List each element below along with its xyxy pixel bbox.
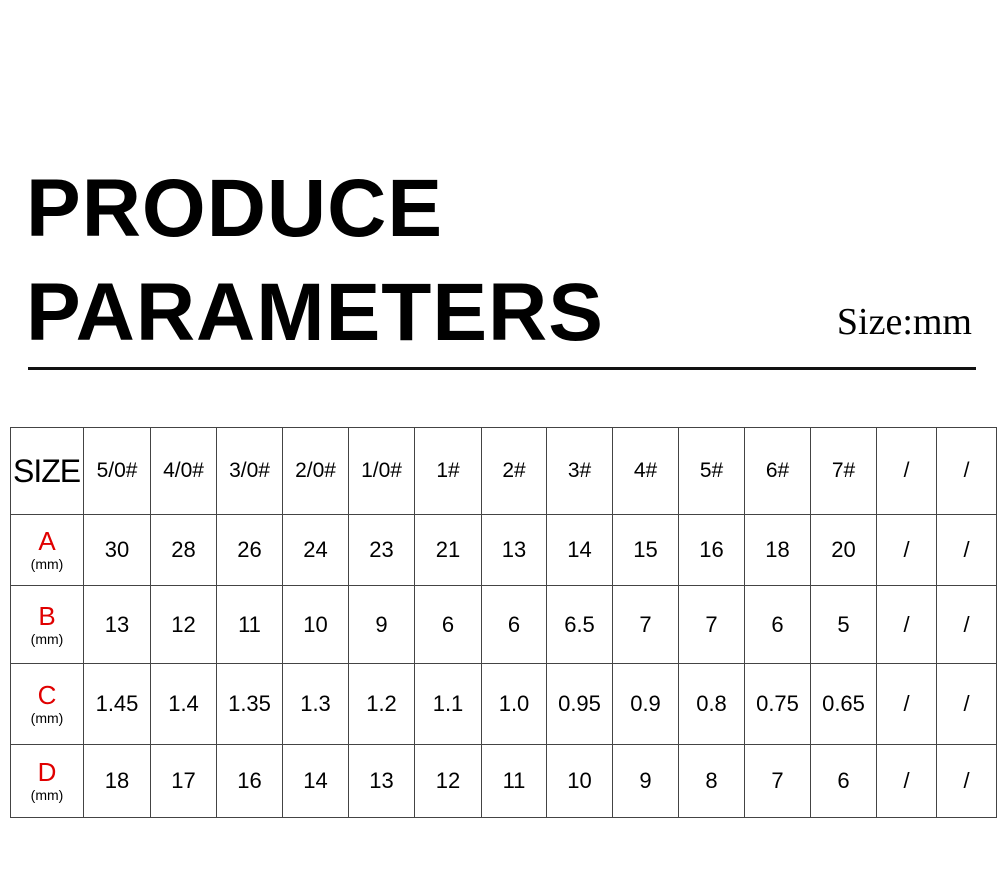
value-cell: 14 [546, 514, 613, 586]
title-line-2: PARAMETERS [26, 267, 604, 358]
row-unit: (mm) [30, 787, 64, 803]
value-cell: / [876, 663, 937, 745]
value-cell: 1.45 [83, 663, 151, 745]
value-cell: 18 [83, 744, 151, 818]
value-cell: 6.5 [546, 585, 613, 664]
value-cell: 10 [282, 585, 349, 664]
size-cell: 1/0# [348, 427, 415, 515]
size-cell: 1# [414, 427, 482, 515]
value-cell: / [936, 514, 997, 586]
value-cell: 6 [481, 585, 547, 664]
value-cell: 13 [83, 585, 151, 664]
value-cell: 1.0 [481, 663, 547, 745]
value-cell: 13 [481, 514, 547, 586]
size-cell: 4/0# [150, 427, 217, 515]
value-cell: / [936, 744, 997, 818]
row-unit: (mm) [30, 630, 64, 647]
value-cell: 1.1 [414, 663, 482, 745]
value-cell: 0.8 [678, 663, 745, 745]
value-cell: 0.9 [612, 663, 679, 745]
row-label-cell: B (mm) [10, 585, 84, 664]
value-cell: 8 [678, 744, 745, 818]
row-label-cell: C (mm) [10, 663, 84, 745]
size-cell: 7# [810, 427, 877, 515]
table-row: B (mm) 13 12 11 10 9 6 6 6.5 7 7 6 5// [10, 585, 997, 664]
row-label: A [38, 526, 56, 556]
value-cell: 1.35 [216, 663, 283, 745]
value-cell: 16 [678, 514, 745, 586]
row-label: B [38, 600, 56, 631]
table-row: A (mm) 30 28 26 24 23 21 13 14 15 16 18 20// [10, 514, 997, 586]
value-cell: 14 [282, 744, 349, 818]
row-label-cell: D (mm) [10, 744, 84, 818]
value-cell: 1.4 [150, 663, 217, 745]
value-cell: 0.65 [810, 663, 877, 745]
value-cell: 26 [216, 514, 283, 586]
row-label: D [37, 757, 57, 787]
value-cell: 28 [150, 514, 217, 586]
value-cell: 21 [414, 514, 482, 586]
table-row: D (mm) 18 17 16 14 13 12 11 10 9 8 7 6// [10, 744, 997, 818]
header-row: SIZE 5/0# 4/0# 3/0# 2/0# 1/0# 1# 2# 3# 4# 5# 6# 7# / / [10, 427, 997, 515]
value-cell: 11 [216, 585, 283, 664]
value-cell: 20 [810, 514, 877, 586]
value-cell: / [936, 585, 997, 664]
table-row: C (mm) 1.45 1.4 1.35 1.3 1.2 1.1 1.0 0.95 0.9 0.8 0.… [10, 663, 997, 745]
row-label: C [37, 680, 57, 710]
row-label-cell: A (mm) [10, 514, 84, 586]
size-cell: 5/0# [83, 427, 151, 515]
value-cell: 0.75 [744, 663, 811, 745]
size-cell: 4# [612, 427, 679, 515]
size-cell: 2# [481, 427, 547, 515]
size-cell: 3/0# [216, 427, 283, 515]
size-cell: / [876, 427, 937, 515]
title-line-1: PRODUCE [26, 163, 444, 254]
value-cell: 16 [216, 744, 283, 818]
size-cell: / [936, 427, 997, 515]
value-cell: 15 [612, 514, 679, 586]
value-cell: 0.95 [546, 663, 613, 745]
value-cell: 12 [414, 744, 482, 818]
value-cell: 7 [612, 585, 679, 664]
value-cell: 6 [744, 585, 811, 664]
value-cell: 10 [546, 744, 613, 818]
size-cell: 2/0# [282, 427, 349, 515]
value-cell: 5 [810, 585, 877, 664]
size-cell: 5# [678, 427, 745, 515]
size-cell: 3# [546, 427, 613, 515]
value-cell: 13 [348, 744, 415, 818]
value-cell: / [876, 744, 937, 818]
value-cell: 9 [612, 744, 679, 818]
row-unit: (mm) [30, 556, 64, 572]
value-cell: / [876, 514, 937, 586]
value-cell: / [936, 663, 997, 745]
divider [28, 367, 976, 370]
size-cell: 6# [744, 427, 811, 515]
value-cell: 9 [348, 585, 415, 664]
value-cell: 24 [282, 514, 349, 586]
value-cell: 6 [810, 744, 877, 818]
value-cell: 6 [414, 585, 482, 664]
value-cell: 18 [744, 514, 811, 586]
value-cell: / [876, 585, 937, 664]
value-cell: 23 [348, 514, 415, 586]
value-cell: 7 [744, 744, 811, 818]
row-unit: (mm) [30, 710, 64, 726]
value-cell: 11 [481, 744, 547, 818]
parameters-table: SIZE 5/0# 4/0# 3/0# 2/0# 1/0# 1# 2# 3# 4# 5# 6# 7# / /… [10, 427, 997, 818]
value-cell: 1.2 [348, 663, 415, 745]
size-header: SIZE [10, 427, 84, 515]
value-cell: 12 [150, 585, 217, 664]
value-cell: 7 [678, 585, 745, 664]
value-cell: 17 [150, 744, 217, 818]
value-cell: 1.3 [282, 663, 349, 745]
unit-label: Size:mm [836, 301, 972, 343]
value-cell: 30 [83, 514, 151, 586]
